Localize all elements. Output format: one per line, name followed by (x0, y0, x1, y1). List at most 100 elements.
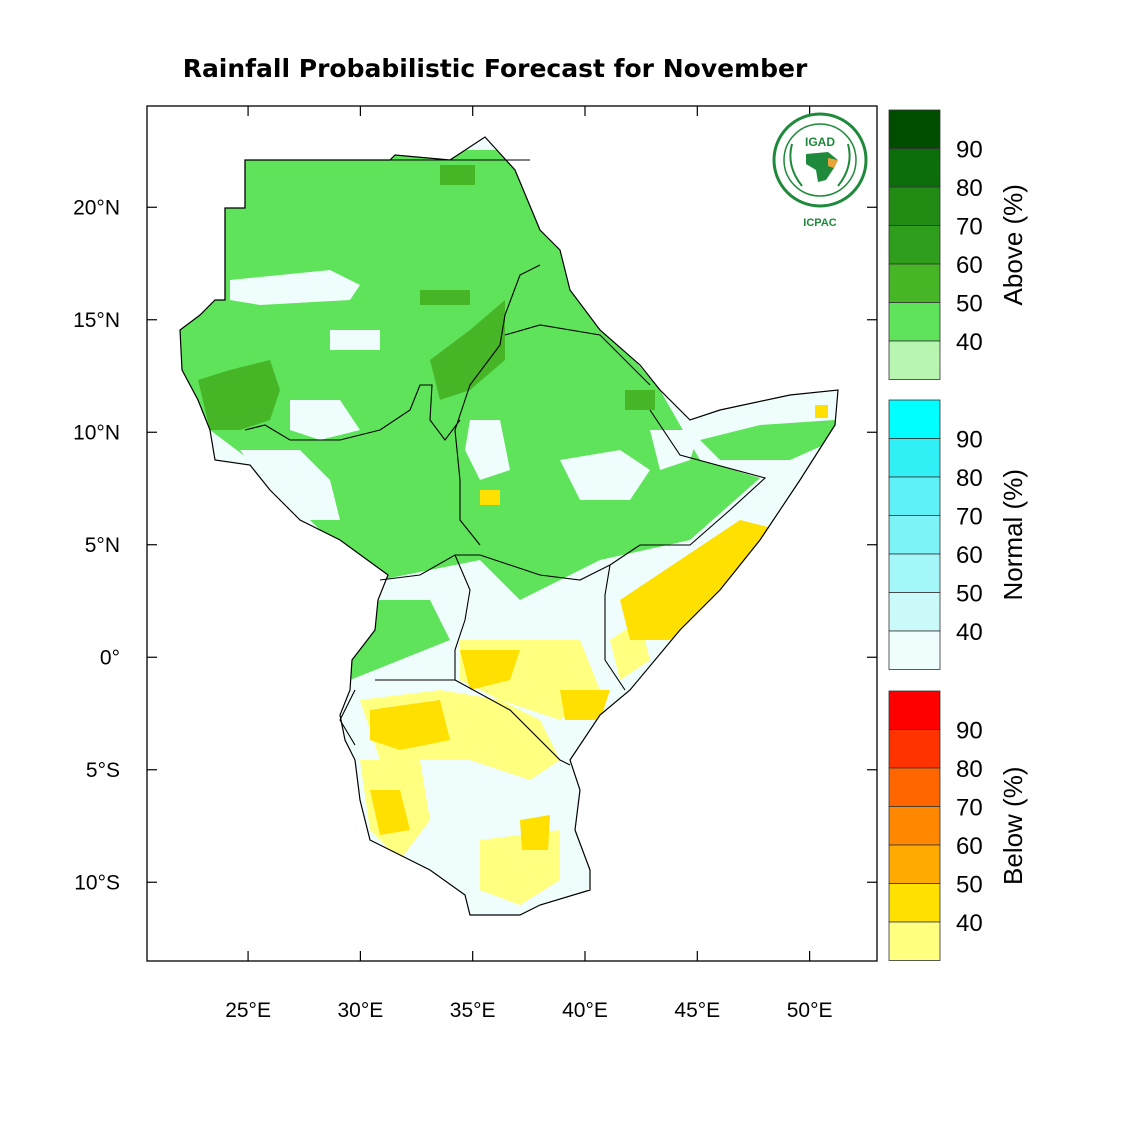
legend-label: 50 (956, 581, 983, 608)
below-50-zone (560, 690, 610, 720)
x-tick-label: 45°E (674, 999, 720, 1022)
border-ethiopia-kenya (479, 554, 611, 581)
border-ethiopia-somalia (609, 409, 767, 566)
legend-label: 40 (956, 619, 983, 646)
map-title: Rainfall Probabilistic Forecast for Nove… (182, 54, 808, 83)
legend-title: Normal (%) (998, 469, 1028, 600)
y-tick-label: 0° (100, 646, 120, 669)
legend-swatch (888, 476, 941, 516)
normal-patch (330, 330, 380, 350)
border-south-sudan-uganda (379, 554, 480, 581)
below-50-zone (370, 790, 410, 835)
below-50-zone (460, 650, 520, 690)
logo-inner-ring (783, 123, 857, 197)
legend-label: 90 (956, 427, 983, 454)
legend-swatch (888, 553, 941, 593)
normal-patch (465, 420, 510, 480)
x-tick-label: 50°E (787, 999, 833, 1022)
legend-swatch (888, 148, 941, 188)
y-tick-label: 5°S (86, 759, 120, 782)
normal-patch (290, 400, 360, 440)
border-uganda-kenya (454, 554, 471, 680)
legend-swatch (888, 690, 941, 730)
border-kenya-somalia (604, 564, 626, 691)
legend-swatch (888, 438, 941, 478)
x-tick-label: 30°E (338, 999, 384, 1022)
legend-group: 90 80 70 60 50 40 Above (%) 90 80 70 60 50 40 Normal … (888, 109, 1028, 961)
x-axis-ticks: 25°E 30°E 35°E 40°E 45°E 50°E (225, 106, 832, 1022)
normal-patch (560, 450, 650, 500)
legend-label: 70 (956, 214, 983, 241)
logo-text: IGAD (805, 135, 835, 149)
legend-swatch (888, 844, 941, 884)
legend-label: 40 (956, 910, 983, 937)
legend-label: 50 (956, 291, 983, 318)
legend-swatch (888, 515, 941, 555)
x-tick-label: 25°E (225, 999, 271, 1022)
border-sudan-south-sudan (244, 384, 461, 441)
y-tick-label: 15°N (73, 309, 120, 332)
border-sudan-eritrea-ethiopia (454, 264, 541, 546)
country-borders (224, 159, 767, 766)
x-tick-label: 40°E (562, 999, 608, 1022)
legend-swatch (888, 225, 941, 265)
legend-label: 60 (956, 542, 983, 569)
laurel-right-icon (837, 143, 851, 187)
igad-horn-highlight (828, 158, 838, 168)
below-50-zone (620, 520, 780, 640)
x-tick-label: 35°E (450, 999, 496, 1022)
y-tick-label: 10°S (74, 871, 120, 894)
below-50-zone (520, 815, 550, 850)
legend-label: 90 (956, 718, 983, 745)
legend-label: 40 (956, 329, 983, 356)
above-50-zone (625, 390, 655, 410)
logo-subtext: ICPAC (803, 217, 836, 229)
legend-swatch (888, 340, 941, 380)
legend-swatch (888, 921, 941, 961)
above-50-zone (420, 290, 470, 305)
legend-below: 90 80 70 60 50 40 Below (%) (888, 690, 1028, 961)
legend-swatch (888, 806, 941, 846)
legend-label: 60 (956, 252, 983, 279)
legend-swatch (888, 186, 941, 226)
legend-swatch (888, 630, 941, 670)
legend-normal: 90 80 70 60 50 40 Normal (%) (888, 399, 1028, 670)
above-50-zone (198, 360, 280, 430)
legend-swatch (888, 767, 941, 807)
below-50-zone (480, 490, 500, 505)
legend-swatch (888, 109, 941, 149)
border-rwanda-burundi (339, 689, 356, 746)
border-sudan-chad (224, 207, 245, 300)
legend-label: 70 (956, 795, 983, 822)
legend-label: 80 (956, 465, 983, 492)
border-eritrea-ethiopia (504, 324, 651, 386)
y-tick-label: 10°N (73, 421, 120, 444)
normal-patch (650, 430, 700, 470)
legend-swatch (888, 302, 941, 342)
legend-label: 70 (956, 504, 983, 531)
legend-swatch (888, 263, 941, 303)
below-50-zone (370, 700, 450, 750)
below-50-zone (815, 405, 828, 418)
legend-swatch (888, 883, 941, 923)
border-kenya-tanzania (454, 679, 571, 766)
normal-patch (230, 270, 360, 305)
laurel-left-icon (789, 143, 803, 187)
legend-title: Above (%) (998, 184, 1028, 305)
legend-label: 90 (956, 137, 983, 164)
legend-label: 50 (956, 872, 983, 899)
legend-above: 90 80 70 60 50 40 Above (%) (888, 109, 1028, 380)
y-tick-label: 5°N (85, 534, 120, 557)
above-50-zone (430, 300, 505, 400)
legend-title: Below (%) (998, 767, 1028, 885)
above-40-zone (700, 420, 835, 460)
y-axis-ticks: 20°N 15°N 10°N 5°N 0° 5°S 10°S (73, 196, 877, 894)
legend-swatch (888, 729, 941, 769)
legend-swatch (888, 399, 941, 439)
legend-swatch (888, 592, 941, 632)
legend-label: 80 (956, 756, 983, 783)
above-50-zone (440, 165, 475, 185)
region-coastline (179, 136, 839, 916)
legend-label: 60 (956, 833, 983, 860)
